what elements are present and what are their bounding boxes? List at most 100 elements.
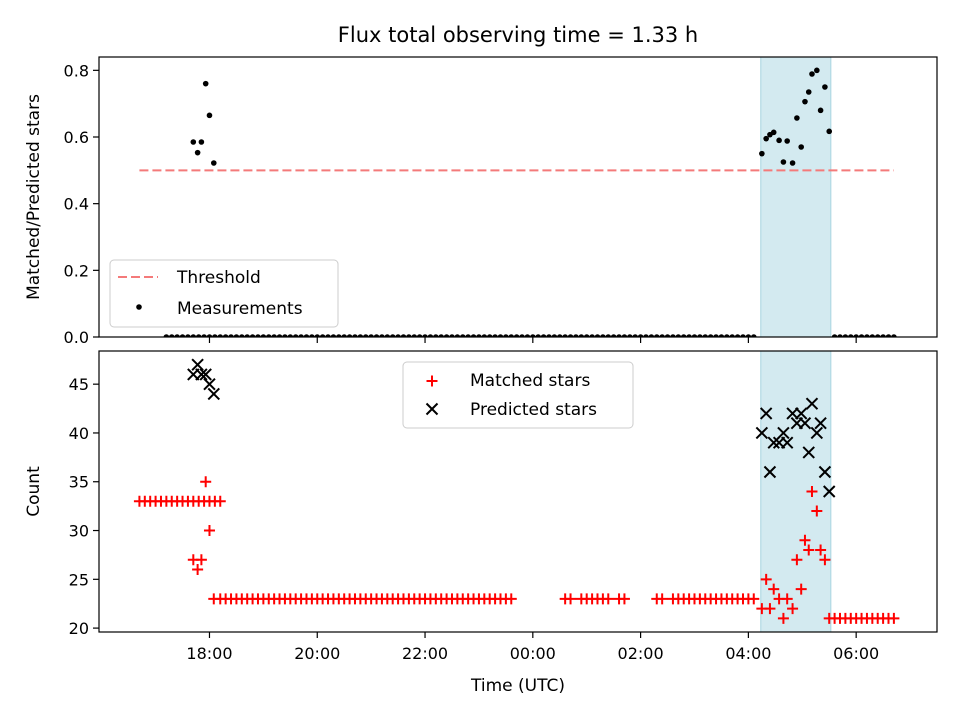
data-point <box>292 334 299 337</box>
data-point-matched <box>214 495 226 507</box>
data-point <box>217 334 224 337</box>
data-point-predicted <box>805 397 819 410</box>
data-point-predicted <box>755 426 769 440</box>
data-point <box>384 334 391 337</box>
data-point <box>443 334 450 337</box>
data-point <box>578 334 585 337</box>
data-point <box>228 334 234 337</box>
data-point <box>831 334 838 337</box>
y-tick-label: 0.6 <box>64 128 89 147</box>
data-point-matched <box>656 593 668 605</box>
y-axis-label: Matched/Predicted stars <box>24 94 44 300</box>
data-point <box>530 334 536 337</box>
data-point <box>707 334 714 337</box>
x-tick-label: 22:00 <box>402 644 448 663</box>
y-tick-label: 20 <box>69 619 89 638</box>
data-point-predicted <box>823 485 836 498</box>
data-point <box>837 334 843 337</box>
data-point-matched <box>799 534 811 546</box>
data-point-matched <box>195 554 207 566</box>
data-point <box>346 334 353 337</box>
data-point <box>271 334 277 337</box>
data-point <box>325 334 331 337</box>
data-point-matched <box>203 525 215 537</box>
data-point <box>809 71 815 77</box>
data-point <box>759 150 765 157</box>
data-point <box>481 334 488 337</box>
data-point <box>379 334 385 337</box>
data-point <box>794 115 800 121</box>
series-measurements <box>163 67 897 337</box>
data-point <box>643 334 649 337</box>
data-point-matched <box>815 544 827 556</box>
data-point <box>422 334 428 337</box>
data-point <box>632 334 639 337</box>
data-point <box>198 139 205 145</box>
data-point <box>589 334 595 337</box>
data-point <box>319 334 326 337</box>
data-point <box>194 149 201 156</box>
data-point <box>697 334 703 337</box>
data-point-matched <box>764 603 776 615</box>
data-point <box>885 334 892 337</box>
data-point-matched <box>811 505 823 517</box>
figure-title: Flux total observing time = 1.33 h <box>338 23 698 47</box>
data-point <box>368 334 374 337</box>
legend-predicted-swatch <box>425 402 439 416</box>
data-point <box>190 334 197 337</box>
data-point <box>600 334 606 337</box>
data-point <box>540 334 547 337</box>
data-point <box>847 334 854 337</box>
data-point-predicted <box>199 368 212 381</box>
data-point <box>497 334 504 337</box>
data-point-predicted <box>763 465 777 479</box>
data-point <box>260 334 267 337</box>
data-point <box>551 334 558 337</box>
data-point <box>724 334 730 337</box>
data-point <box>605 334 612 337</box>
data-point <box>524 334 531 337</box>
data-point <box>470 334 477 337</box>
data-point <box>648 334 655 337</box>
data-point <box>449 334 455 337</box>
data-point <box>352 334 358 337</box>
data-point <box>465 334 471 337</box>
data-point-predicted <box>810 426 824 440</box>
data-point <box>798 144 804 150</box>
data-point <box>627 334 633 337</box>
plot-area <box>133 358 900 624</box>
data-point-matched <box>803 544 815 556</box>
y-tick-label: 30 <box>69 522 89 541</box>
legend-top: Threshold Measurements <box>109 259 339 328</box>
data-point <box>438 334 445 337</box>
x-tick-label: 06:00 <box>833 644 879 663</box>
data-point <box>535 334 542 337</box>
data-point <box>573 334 579 337</box>
data-point <box>546 334 552 337</box>
data-point <box>357 334 364 337</box>
data-point <box>212 334 218 337</box>
data-point <box>874 334 881 337</box>
data-point <box>817 107 824 114</box>
data-point-matched <box>795 583 807 595</box>
data-point <box>826 128 833 135</box>
data-point <box>702 334 709 337</box>
data-point <box>653 334 660 337</box>
legend-threshold-label: Threshold <box>176 268 261 288</box>
legend-box <box>109 259 339 328</box>
data-point <box>411 334 418 337</box>
y-tick-label: 0.8 <box>64 61 89 80</box>
data-point <box>486 334 493 337</box>
data-point-matched <box>781 593 793 605</box>
data-point-matched <box>505 593 517 605</box>
data-point <box>298 334 304 337</box>
data-point <box>556 334 563 337</box>
data-point-matched <box>791 554 803 566</box>
data-point <box>594 334 601 337</box>
data-point-predicted <box>207 387 220 401</box>
data-point <box>239 334 245 337</box>
data-point <box>168 334 175 337</box>
data-point <box>314 334 321 337</box>
data-point <box>776 137 782 144</box>
legend-measurements-swatch <box>136 304 142 310</box>
